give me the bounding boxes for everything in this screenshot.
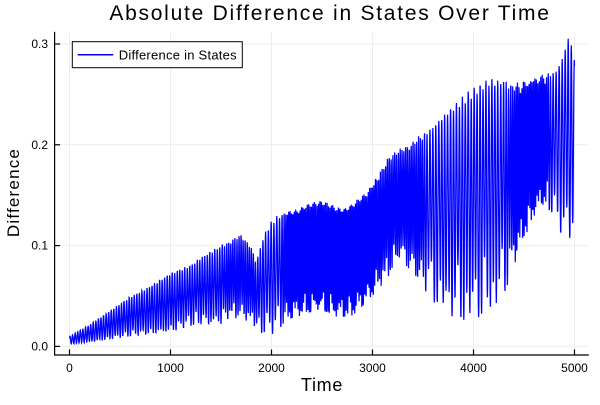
svg-text:0: 0 bbox=[66, 361, 73, 375]
svg-text:0.3: 0.3 bbox=[31, 37, 48, 51]
svg-text:Difference: Difference bbox=[4, 148, 23, 237]
svg-text:0.0: 0.0 bbox=[31, 339, 48, 353]
svg-text:Absolute Difference in States: Absolute Difference in States Over Time bbox=[109, 2, 550, 25]
svg-text:Time: Time bbox=[301, 375, 343, 395]
svg-text:3000: 3000 bbox=[359, 361, 386, 375]
svg-text:2000: 2000 bbox=[258, 361, 285, 375]
svg-text:1000: 1000 bbox=[157, 361, 184, 375]
svg-text:5000: 5000 bbox=[561, 361, 588, 375]
svg-text:Difference in States: Difference in States bbox=[119, 48, 237, 63]
svg-text:4000: 4000 bbox=[460, 361, 487, 375]
svg-text:0.2: 0.2 bbox=[31, 138, 48, 152]
svg-text:0.1: 0.1 bbox=[31, 239, 48, 253]
